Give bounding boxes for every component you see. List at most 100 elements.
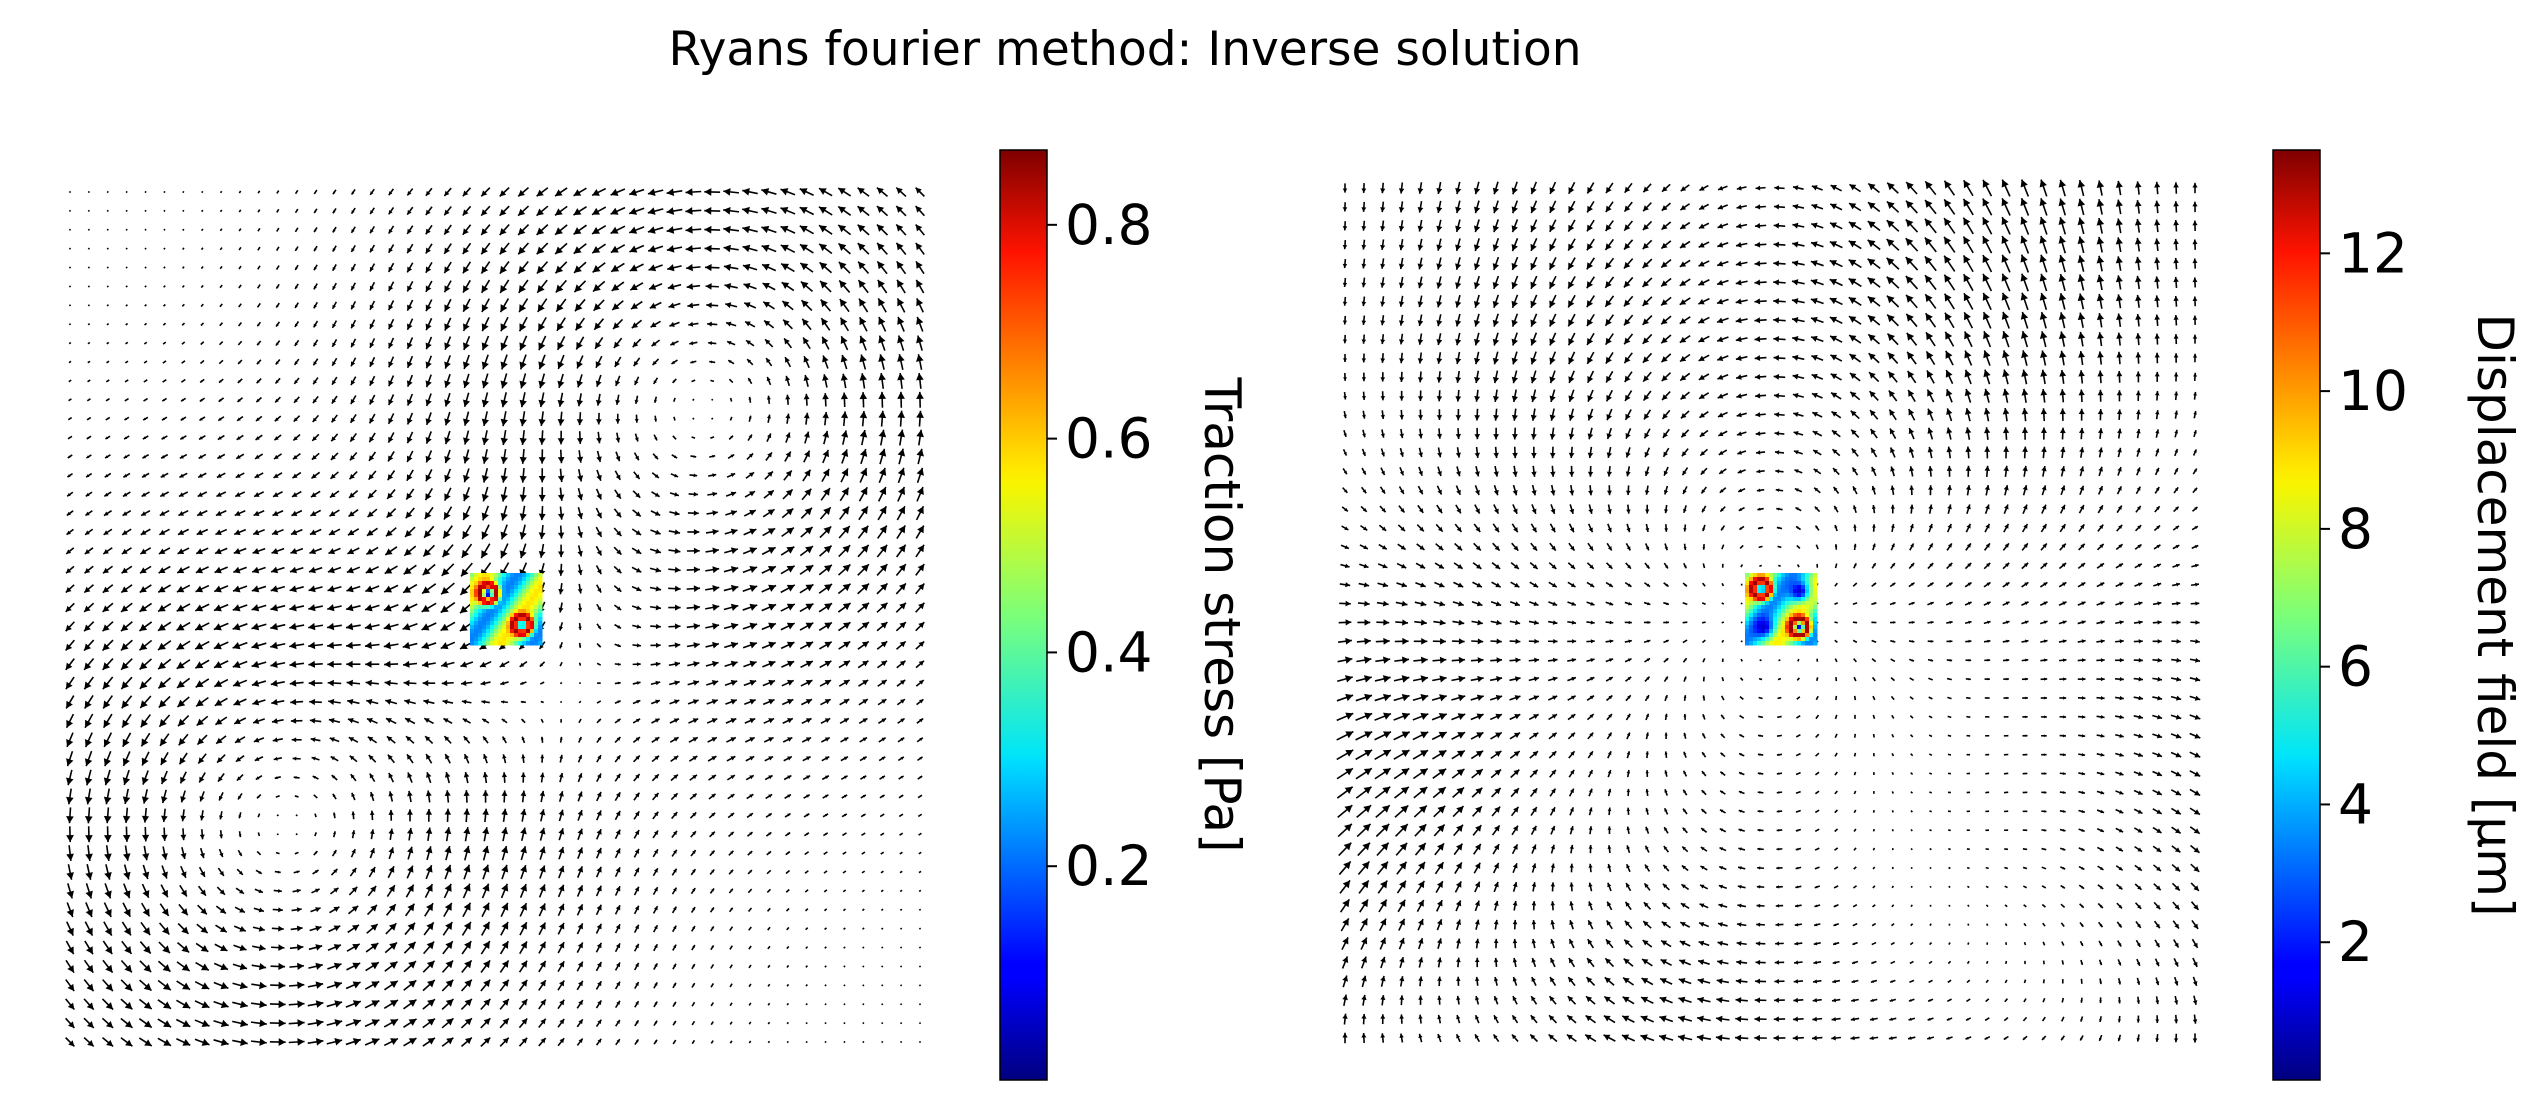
displacement-arrow bbox=[2171, 882, 2181, 892]
displacement-heat-cell bbox=[1793, 613, 1798, 618]
displacement-arrow bbox=[1643, 620, 1651, 625]
traction-arrow bbox=[332, 831, 336, 838]
displacement-arrow bbox=[1810, 279, 1824, 286]
traction-arrow bbox=[102, 584, 114, 594]
traction-arrow bbox=[180, 865, 187, 879]
traction-heat-cell bbox=[510, 597, 515, 602]
displacement-arrow bbox=[2134, 543, 2142, 550]
displacement-arrow bbox=[1735, 260, 1748, 267]
traction-arrow bbox=[728, 888, 734, 894]
displacement-arrow bbox=[1964, 407, 1972, 422]
traction-arrow bbox=[388, 318, 395, 330]
traction-heat-cell bbox=[522, 601, 527, 606]
traction-arrow bbox=[880, 870, 884, 874]
displacement-arrow bbox=[1699, 184, 1709, 192]
traction-arrow bbox=[481, 524, 490, 540]
traction-arrow bbox=[366, 527, 378, 537]
displacement-arrow bbox=[1964, 620, 1972, 625]
traction-arrow bbox=[800, 526, 814, 538]
traction-arrow bbox=[763, 736, 774, 743]
displacement-arrow bbox=[2077, 217, 2086, 235]
traction-heat-cell bbox=[534, 581, 539, 586]
traction-arrow bbox=[761, 188, 777, 196]
displacement-heat-cell bbox=[1813, 597, 1818, 602]
displacement-arrow bbox=[2153, 544, 2161, 550]
traction-heat-cell bbox=[478, 621, 483, 626]
displacement-arrow bbox=[1982, 235, 1993, 254]
traction-arrow bbox=[347, 528, 360, 536]
displacement-arrow bbox=[1475, 995, 1480, 1005]
traction-arrow bbox=[213, 1000, 229, 1009]
traction-arrow bbox=[596, 642, 602, 648]
displacement-arrow bbox=[1946, 408, 1953, 422]
traction-arrow bbox=[762, 282, 776, 291]
traction-arrow bbox=[215, 735, 227, 745]
displacement-arrow bbox=[2078, 370, 2085, 384]
displacement-arrow bbox=[1472, 581, 1483, 588]
traction-arrow bbox=[744, 698, 756, 706]
displacement-arrow bbox=[1664, 694, 1668, 702]
traction-arrow bbox=[238, 265, 242, 270]
traction-heat-cell bbox=[502, 613, 507, 618]
traction-arrow bbox=[104, 845, 112, 862]
displacement-arrow bbox=[1889, 998, 1897, 1002]
traction-arrow bbox=[785, 394, 791, 405]
displacement-arrow bbox=[1697, 959, 1710, 966]
displacement-arrow bbox=[1717, 430, 1728, 437]
displacement-heat-cell bbox=[1793, 629, 1798, 634]
traction-arrow bbox=[633, 452, 640, 461]
displacement-arrow bbox=[1605, 562, 1613, 570]
displacement-arrow bbox=[1418, 995, 1423, 1005]
displacement-arrow bbox=[1645, 826, 1650, 834]
displacement-heat-cell bbox=[1777, 617, 1782, 622]
displacement-arrow bbox=[1848, 315, 1862, 325]
traction-arrow bbox=[441, 544, 454, 558]
displacement-arrow bbox=[2192, 976, 2198, 987]
displacement-arrow bbox=[2172, 920, 2180, 930]
displacement-arrow bbox=[1550, 825, 1556, 835]
traction-arrow bbox=[650, 680, 661, 686]
traction-arrow bbox=[255, 396, 263, 403]
displacement-arrow bbox=[1567, 200, 1576, 214]
displacement-arrow bbox=[1662, 428, 1670, 439]
traction-arrow bbox=[308, 944, 323, 951]
traction-arrow bbox=[481, 699, 490, 705]
traction-arrow bbox=[102, 602, 114, 613]
traction-arrow bbox=[463, 827, 471, 842]
traction-arrow bbox=[672, 1020, 677, 1026]
traction-arrow bbox=[799, 206, 815, 216]
traction-arrow bbox=[915, 544, 925, 558]
displacement-arrow bbox=[1683, 562, 1687, 569]
traction-arrow bbox=[269, 1019, 286, 1027]
traction-arrow bbox=[425, 450, 433, 463]
displacement-heat-cell bbox=[1761, 637, 1766, 642]
traction-arrow bbox=[897, 467, 906, 484]
displacement-arrow bbox=[1492, 542, 1501, 552]
displacement-arrow bbox=[1412, 767, 1429, 780]
traction-arrow bbox=[347, 924, 360, 934]
traction-arrow bbox=[614, 754, 622, 763]
displacement-arrow bbox=[2116, 921, 2123, 928]
displacement-arrow bbox=[1793, 450, 1803, 455]
traction-arrow bbox=[326, 981, 343, 989]
traction-arrow bbox=[313, 301, 318, 309]
traction-arrow bbox=[685, 207, 702, 215]
traction-arrow bbox=[538, 922, 547, 936]
displacement-arrow bbox=[1965, 523, 1972, 533]
traction-heat-cell bbox=[498, 609, 503, 614]
displacement-arrow bbox=[1375, 656, 1391, 664]
displacement-arrow bbox=[1720, 752, 1726, 758]
traction-arrow bbox=[68, 323, 72, 326]
displacement-arrow bbox=[1701, 770, 1707, 777]
displacement-arrow bbox=[1380, 334, 1386, 345]
traction-arrow bbox=[708, 473, 717, 478]
traction-heat-cell bbox=[482, 577, 487, 582]
traction-arrow bbox=[687, 302, 700, 309]
traction-arrow bbox=[313, 264, 318, 271]
displacement-arrow bbox=[2060, 903, 2066, 908]
traction-heat-cell bbox=[494, 633, 499, 638]
traction-arrow bbox=[406, 393, 414, 406]
displacement-arrow bbox=[1436, 295, 1443, 308]
displacement-arrow bbox=[1869, 1035, 1879, 1041]
